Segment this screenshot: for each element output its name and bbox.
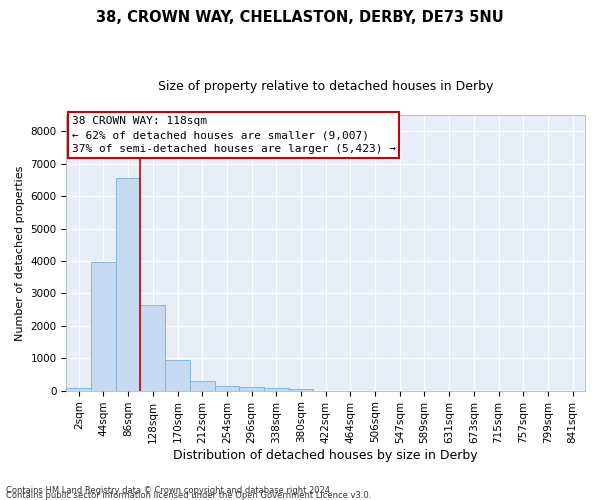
Text: Contains public sector information licensed under the Open Government Licence v3: Contains public sector information licen… [6, 491, 371, 500]
Text: Contains HM Land Registry data © Crown copyright and database right 2024.: Contains HM Land Registry data © Crown c… [6, 486, 332, 495]
Bar [289, 389, 313, 390]
X-axis label: Distribution of detached houses by size in Derby: Distribution of detached houses by size … [173, 450, 478, 462]
Title: Size of property relative to detached houses in Derby: Size of property relative to detached ho… [158, 80, 493, 93]
Bar [91, 262, 116, 390]
Text: 38, CROWN WAY, CHELLASTON, DERBY, DE73 5NU: 38, CROWN WAY, CHELLASTON, DERBY, DE73 5… [96, 10, 504, 25]
Bar [215, 386, 239, 390]
Bar [116, 178, 140, 390]
Bar [165, 360, 190, 390]
Bar [264, 388, 289, 390]
Text: 38 CROWN WAY: 118sqm
← 62% of detached houses are smaller (9,007)
37% of semi-de: 38 CROWN WAY: 118sqm ← 62% of detached h… [71, 116, 395, 154]
Bar [239, 387, 264, 390]
Bar [190, 380, 215, 390]
Y-axis label: Number of detached properties: Number of detached properties [15, 165, 25, 340]
Bar [140, 306, 165, 390]
Bar [67, 388, 91, 390]
